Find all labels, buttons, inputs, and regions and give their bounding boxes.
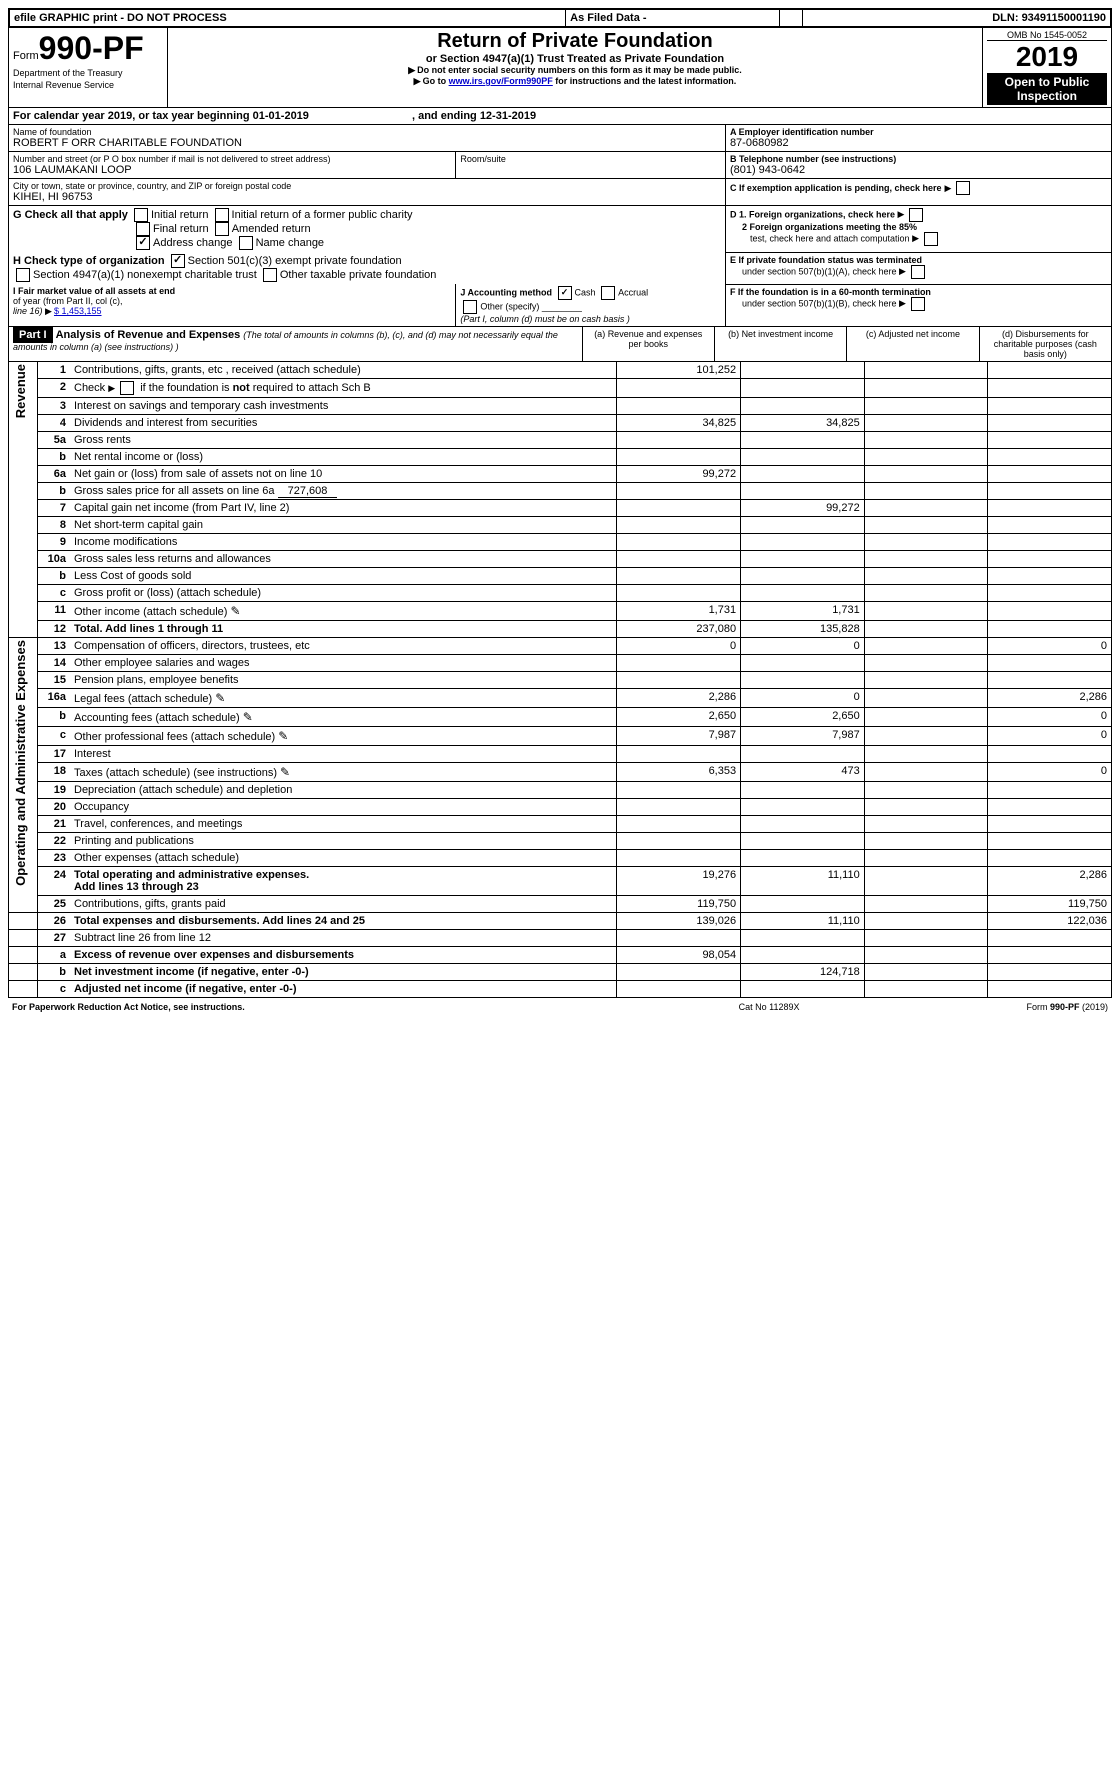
h-501c3[interactable]	[171, 254, 185, 268]
form-number: 990-PF	[39, 30, 144, 66]
attach-icon[interactable]: ✎	[231, 604, 241, 618]
e-checkbox[interactable]	[911, 265, 925, 279]
ein: 87-0680982	[730, 137, 1107, 149]
attach-icon[interactable]: ✎	[243, 710, 253, 724]
asfiled-label: As Filed Data -	[566, 9, 780, 27]
part1-header: Part I Analysis of Revenue and Expenses …	[8, 327, 1112, 362]
fmv-value: $ 1,453,155	[54, 306, 102, 316]
name-label: Name of foundation	[13, 127, 721, 137]
schb-checkbox[interactable]	[120, 381, 134, 395]
col-d: (d) Disbursements for charitable purpose…	[979, 327, 1111, 362]
g-initial-former[interactable]	[215, 208, 229, 222]
expenses-label: Operating and Administrative Expenses	[13, 640, 28, 886]
g-amended[interactable]	[215, 222, 229, 236]
col-c: (c) Adjusted net income	[847, 327, 979, 362]
g-address[interactable]	[136, 236, 150, 250]
irs-label: Internal Revenue Service	[13, 80, 114, 90]
phone: (801) 943-0642	[730, 164, 1107, 176]
part-label: Part I	[13, 327, 53, 343]
j-other[interactable]	[463, 300, 477, 314]
form-title: Return of Private Foundation	[172, 30, 978, 53]
g-final[interactable]	[136, 222, 150, 236]
attach-icon[interactable]: ✎	[215, 691, 225, 705]
irs-link[interactable]: www.irs.gov/Form990PF	[449, 76, 553, 86]
foundation-name: ROBERT F ORR CHARITABLE FOUNDATION	[13, 137, 721, 149]
d2-checkbox[interactable]	[924, 232, 938, 246]
f-section: F If the foundation is in a 60-month ter…	[725, 284, 1111, 327]
address: 106 LAUMAKANI LOOP	[13, 164, 451, 176]
main-grid: Revenue 1 Contributions, gifts, grants, …	[8, 362, 1112, 998]
a-label: A Employer identification number	[730, 127, 1107, 137]
h-section: H Check type of organization Section 501…	[13, 254, 721, 282]
city: KIHEI, HI 96753	[13, 191, 721, 203]
dln: DLN: 93491150001190	[802, 9, 1111, 27]
b-label: B Telephone number (see instructions)	[730, 154, 1107, 164]
tax-year: 2019	[987, 41, 1107, 73]
col-b: (b) Net investment income	[714, 327, 846, 362]
room-label: Room/suite	[456, 152, 726, 179]
attach-icon[interactable]: ✎	[278, 729, 288, 743]
entity-block: Name of foundation ROBERT F ORR CHARITAB…	[8, 125, 1112, 327]
efile-notice: efile GRAPHIC print - DO NOT PROCESS	[9, 9, 566, 27]
g-name[interactable]	[239, 236, 253, 250]
i-section: I Fair market value of all assets at end…	[9, 284, 456, 327]
j-cash[interactable]	[558, 286, 572, 300]
pra-notice: For Paperwork Reduction Act Notice, see …	[8, 1000, 674, 1014]
j-section: J Accounting method Cash Accrual Other (…	[456, 284, 726, 327]
h-4947[interactable]	[16, 268, 30, 282]
form-label: Form	[13, 50, 39, 62]
g-initial[interactable]	[134, 208, 148, 222]
warn1: Do not enter social security numbers on …	[172, 65, 978, 76]
city-label: City or town, state or province, country…	[13, 181, 721, 191]
d1-checkbox[interactable]	[909, 208, 923, 222]
f-checkbox[interactable]	[911, 297, 925, 311]
g-section: G Check all that apply Initial return In…	[13, 208, 721, 250]
omb: OMB No 1545-0052	[987, 30, 1107, 41]
addr-label: Number and street (or P O box number if …	[13, 154, 451, 164]
form-header: Form990-PF Department of the Treasury In…	[8, 28, 1112, 108]
e-section: E If private foundation status was termi…	[725, 252, 1111, 284]
revenue-label: Revenue	[13, 364, 28, 418]
footer: For Paperwork Reduction Act Notice, see …	[8, 1000, 1112, 1014]
form-subtitle: or Section 4947(a)(1) Trust Treated as P…	[172, 53, 978, 65]
col-a: (a) Revenue and expenses per books	[582, 327, 714, 362]
d-section: D 1. Foreign organizations, check here 2…	[725, 206, 1111, 253]
form-ref: Form 990-PF (2019)	[864, 1000, 1112, 1014]
j-accrual[interactable]	[601, 286, 615, 300]
dept-label: Department of the Treasury	[13, 68, 123, 78]
h-other[interactable]	[263, 268, 277, 282]
warn2: Go to www.irs.gov/Form990PF for instruct…	[172, 76, 978, 87]
c-checkbox[interactable]	[956, 181, 970, 195]
attach-icon[interactable]: ✎	[280, 765, 290, 779]
cat-no: Cat No 11289X	[674, 1000, 865, 1014]
open-inspection: Open to Public Inspection	[987, 73, 1107, 105]
c-label: C If exemption application is pending, c…	[730, 183, 942, 193]
top-bar: efile GRAPHIC print - DO NOT PROCESS As …	[8, 8, 1112, 28]
calendar-line: For calendar year 2019, or tax year begi…	[9, 108, 1112, 125]
